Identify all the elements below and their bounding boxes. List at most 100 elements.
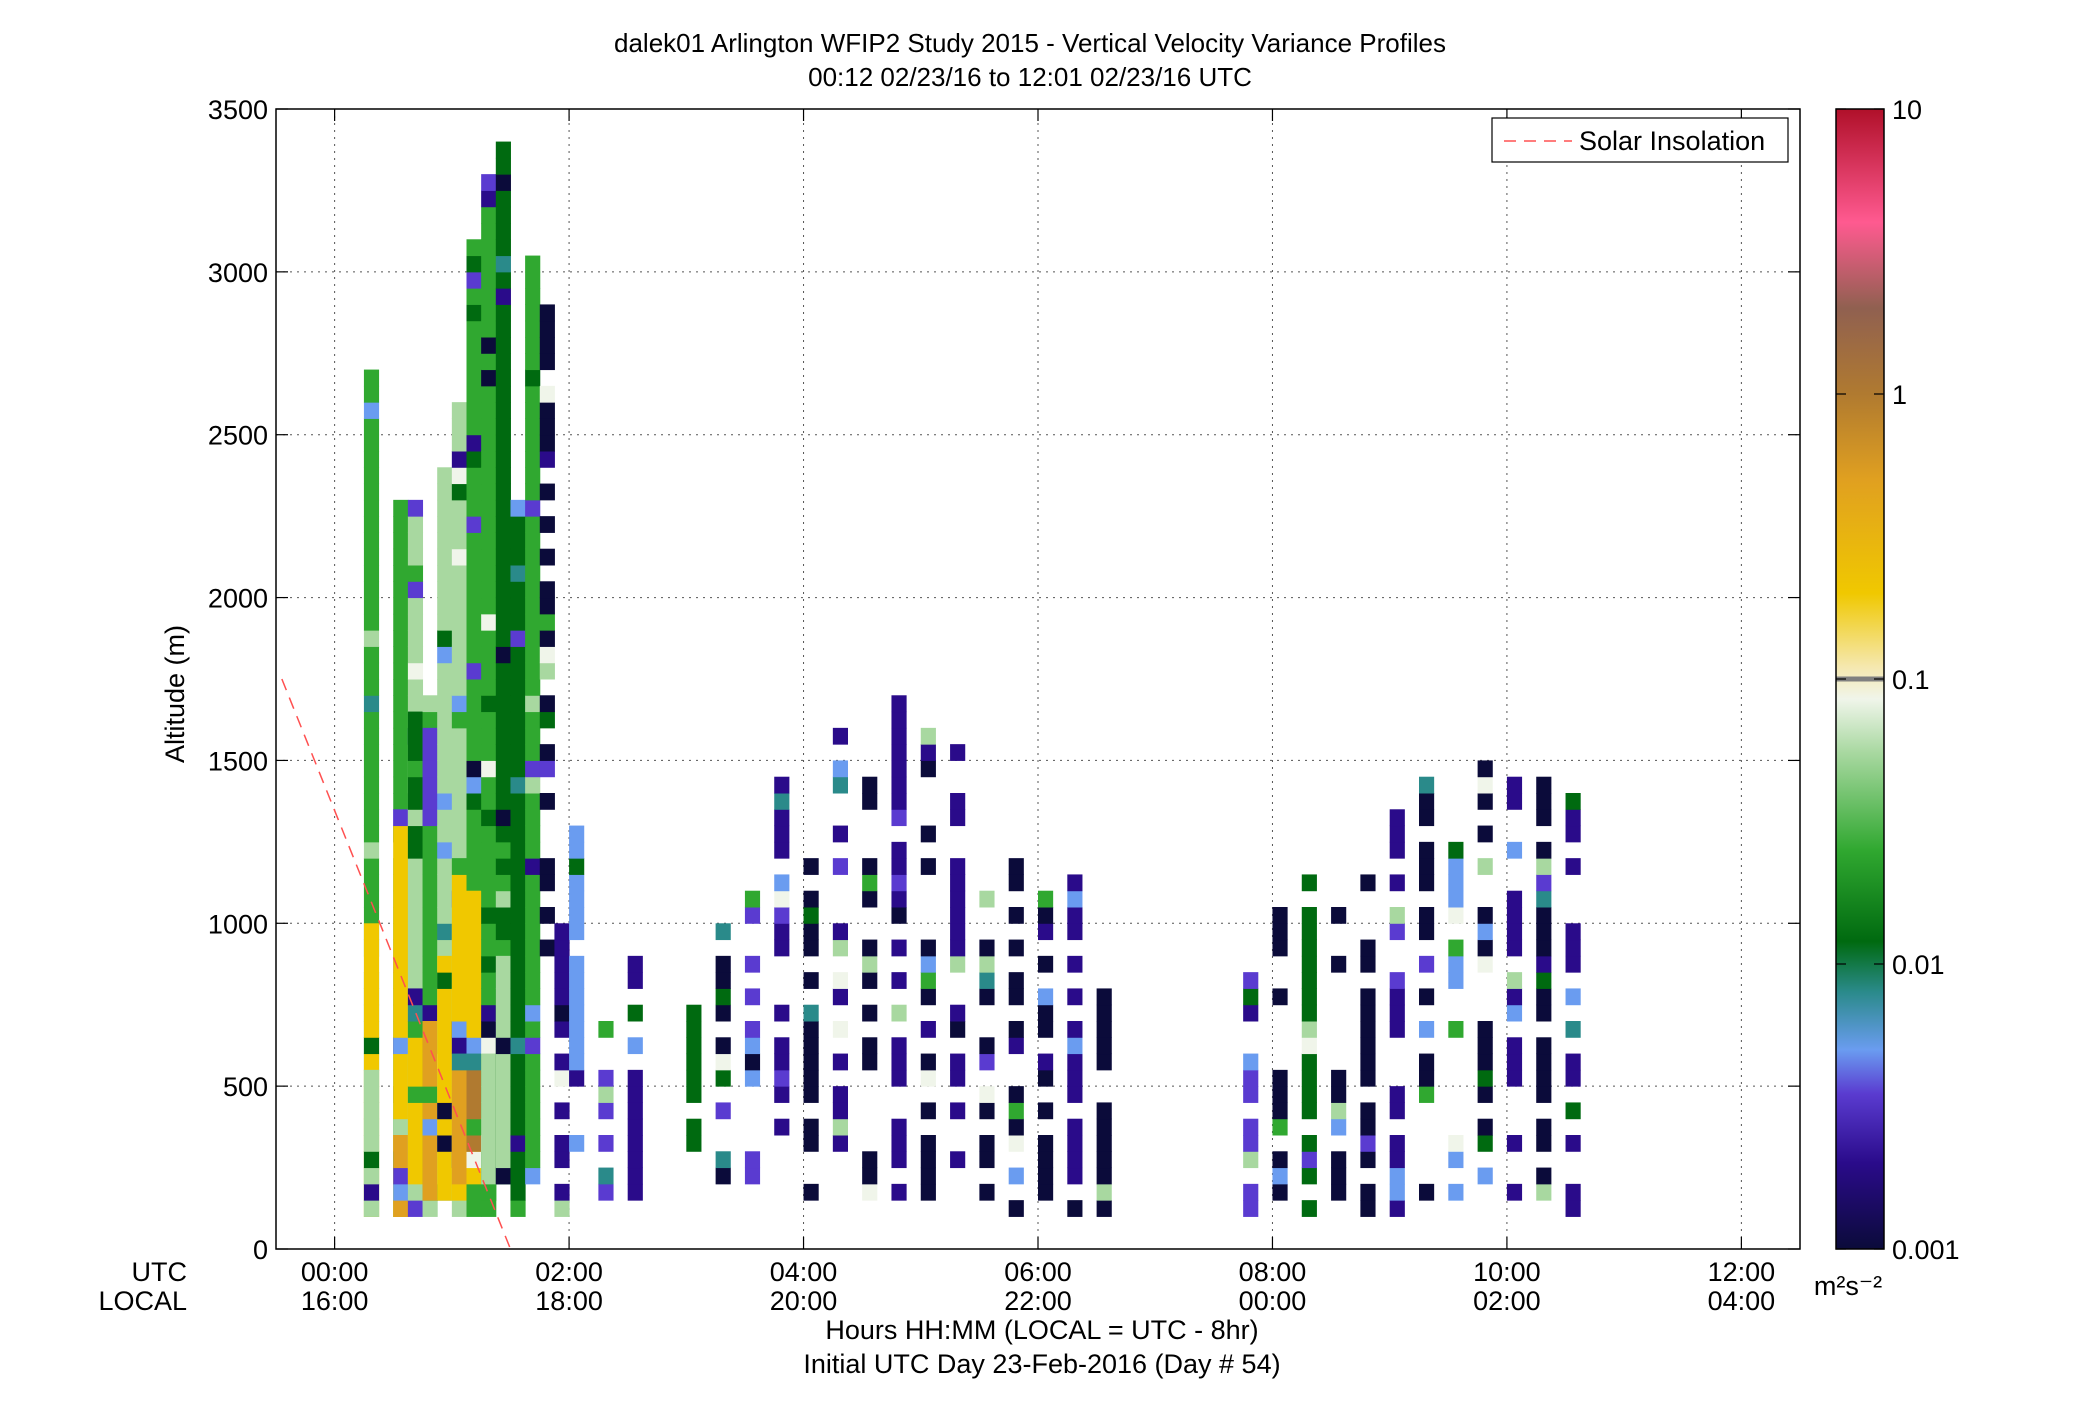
variance-cell <box>525 499 541 517</box>
variance-cell <box>481 744 497 761</box>
variance-cell <box>1477 955 1493 973</box>
variance-cell <box>525 1069 541 1087</box>
variance-cell <box>1419 988 1435 1006</box>
variance-cell <box>950 858 966 875</box>
variance-cell <box>363 402 380 419</box>
variance-cell <box>1272 1167 1288 1185</box>
variance-cell <box>437 662 453 680</box>
variance-cell <box>510 516 526 533</box>
variance-cell <box>1506 890 1523 908</box>
variance-cell <box>437 597 453 615</box>
variance-cell <box>715 988 731 1006</box>
variance-cell <box>495 1118 511 1136</box>
variance-cell <box>363 1086 380 1103</box>
variance-cell <box>393 939 409 957</box>
colorbar-tick-label: 10 <box>1892 95 1922 125</box>
variance-cell <box>803 923 819 941</box>
variance-cell <box>1360 1118 1376 1136</box>
variance-cell <box>774 923 790 941</box>
variance-cell <box>466 793 482 810</box>
variance-cell <box>920 939 936 957</box>
variance-cell <box>451 1200 467 1217</box>
variance-cell <box>920 988 936 1006</box>
variance-cell <box>715 972 731 989</box>
variance-cell <box>363 727 380 745</box>
variance-cell <box>407 858 424 875</box>
variance-cell <box>510 548 526 566</box>
variance-cell <box>363 679 380 696</box>
variance-cell <box>451 499 467 517</box>
variance-cell <box>1038 890 1054 908</box>
variance-cell <box>1506 988 1523 1006</box>
variance-cell <box>407 923 424 941</box>
variance-cell <box>1038 1135 1054 1152</box>
variance-cell <box>495 597 511 615</box>
variance-cell <box>1565 988 1581 1006</box>
variance-cell <box>1477 1135 1493 1152</box>
variance-cell <box>1565 1069 1581 1087</box>
variance-cell <box>466 695 482 713</box>
variance-cell <box>979 972 995 989</box>
variance-cell <box>891 972 907 989</box>
variance-cell <box>451 1004 467 1022</box>
variance-cell <box>1506 1053 1523 1071</box>
variance-cell <box>539 483 555 501</box>
variance-cell <box>1419 1086 1435 1103</box>
variance-cell <box>510 1053 526 1071</box>
variance-cell <box>891 744 907 761</box>
variance-cell <box>510 923 526 941</box>
variance-cell <box>525 874 541 892</box>
variance-cell <box>539 581 555 599</box>
variance-cell <box>744 1167 761 1185</box>
variance-cell <box>554 923 570 941</box>
y-tick-label: 500 <box>223 1072 268 1102</box>
variance-cell <box>1331 907 1347 924</box>
variance-cell <box>1038 907 1054 924</box>
variance-cell <box>437 841 453 859</box>
variance-cell <box>495 793 511 810</box>
variance-cell <box>1536 858 1552 875</box>
variance-cell <box>1272 907 1288 924</box>
variance-cell <box>407 1167 424 1185</box>
variance-cell <box>422 890 438 908</box>
variance-cell <box>466 972 482 989</box>
variance-cell <box>407 907 424 924</box>
variance-cell <box>466 874 482 892</box>
variance-cell <box>832 972 848 989</box>
variance-cell <box>451 451 467 468</box>
variance-cell <box>495 760 511 778</box>
variance-cell <box>832 1053 848 1071</box>
variance-cell <box>495 1086 511 1103</box>
variance-cell <box>495 1102 511 1120</box>
variance-cell <box>569 825 585 843</box>
variance-cell <box>554 1102 570 1120</box>
variance-cell <box>1389 1135 1405 1152</box>
variance-cell <box>554 972 570 989</box>
variance-cell <box>1419 874 1435 892</box>
variance-cell <box>510 760 526 778</box>
variance-cell <box>1536 907 1552 924</box>
variance-cell <box>525 793 541 810</box>
variance-cell <box>466 255 482 273</box>
variance-cell <box>1008 1135 1024 1152</box>
variance-cell <box>1067 1200 1083 1217</box>
variance-cell <box>627 1151 643 1169</box>
variance-cell <box>422 793 438 810</box>
variance-cell <box>510 793 526 810</box>
variance-cell <box>437 1151 453 1169</box>
variance-cell <box>774 1004 790 1022</box>
variance-cell <box>979 1102 995 1120</box>
variance-cell <box>1067 1037 1083 1055</box>
variance-cell <box>1096 1183 1112 1201</box>
variance-cell <box>407 516 424 533</box>
variance-cell <box>525 467 541 485</box>
variance-cell <box>481 825 497 843</box>
variance-cell <box>525 402 541 419</box>
variance-cell <box>481 679 497 696</box>
variance-cell <box>598 1167 614 1185</box>
variance-cell <box>466 825 482 843</box>
y-tick-label: 2000 <box>208 584 268 614</box>
variance-cell <box>363 972 380 989</box>
variance-cell <box>569 1069 585 1087</box>
